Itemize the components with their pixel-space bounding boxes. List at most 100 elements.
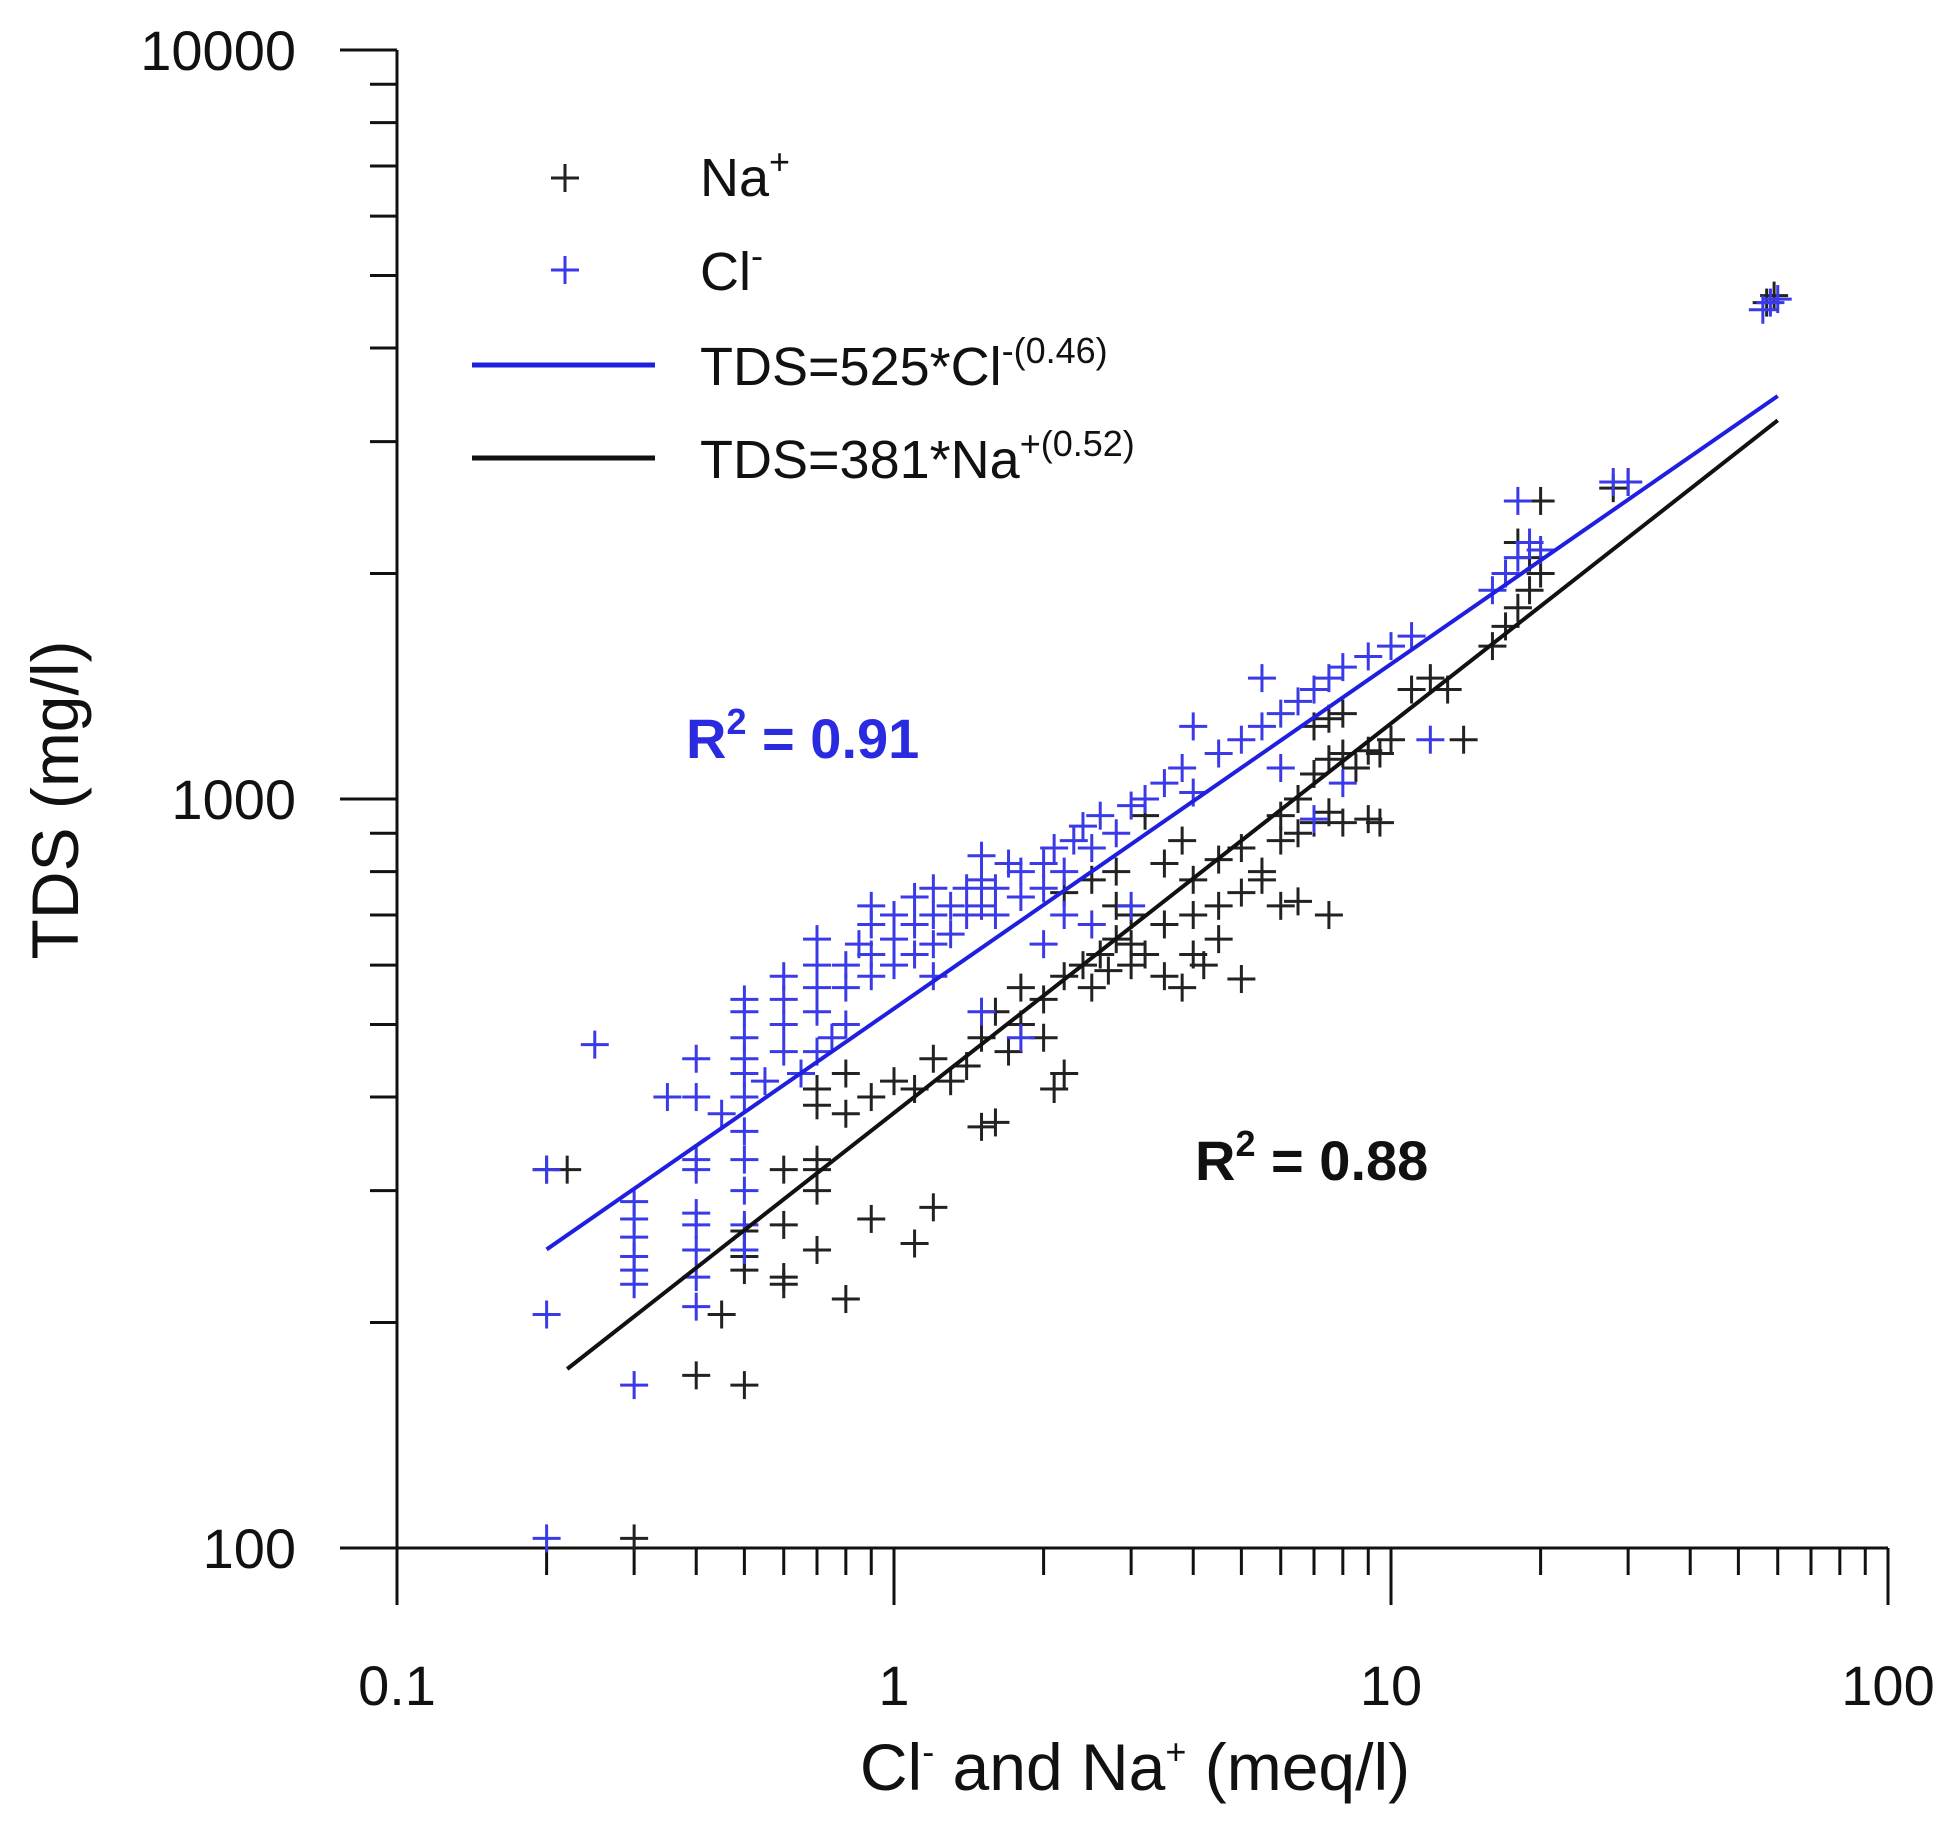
cl-point bbox=[919, 930, 948, 959]
na-point bbox=[1266, 891, 1295, 920]
na-point bbox=[769, 1263, 798, 1292]
cl-point bbox=[900, 940, 929, 969]
cl-point bbox=[769, 1037, 798, 1066]
cl-point bbox=[1227, 725, 1256, 754]
na-point bbox=[1416, 664, 1445, 693]
legend: Na+ Cl- TDS=525*Cl-(0.46) TDS=381*Na+(0.… bbox=[472, 141, 1135, 490]
cl-point bbox=[803, 997, 832, 1026]
cl-point bbox=[1503, 543, 1532, 572]
cl-point bbox=[1328, 653, 1357, 682]
cl-point bbox=[1266, 699, 1295, 728]
na-point bbox=[769, 1210, 798, 1239]
na-point bbox=[707, 1300, 736, 1329]
cl-point bbox=[880, 951, 908, 980]
cl-point bbox=[769, 1010, 798, 1039]
na-point bbox=[1168, 826, 1197, 855]
y-tick-label: 100 bbox=[203, 1517, 296, 1580]
cl-point bbox=[1247, 664, 1276, 693]
na-point bbox=[1503, 593, 1532, 622]
na-point bbox=[967, 1112, 996, 1141]
cl-point bbox=[1150, 769, 1179, 798]
cl-point bbox=[803, 925, 832, 954]
na-point bbox=[1050, 962, 1079, 991]
na-point bbox=[1029, 985, 1058, 1014]
na-point bbox=[919, 1193, 948, 1222]
na-point bbox=[831, 1099, 860, 1128]
na-point bbox=[1526, 559, 1555, 588]
cl-point bbox=[1102, 819, 1131, 848]
na-point bbox=[1168, 973, 1197, 1002]
na-point bbox=[1086, 940, 1115, 969]
cl-point bbox=[580, 1030, 609, 1059]
na-point bbox=[1150, 910, 1179, 939]
na-point bbox=[803, 1075, 832, 1104]
x-tick-label: 1 bbox=[878, 1654, 909, 1717]
na-point bbox=[1760, 281, 1789, 310]
cl-point bbox=[730, 1083, 759, 1112]
na-point bbox=[1247, 857, 1276, 886]
cl-point bbox=[1763, 285, 1792, 314]
cl-point bbox=[730, 985, 759, 1014]
cl-point bbox=[952, 874, 981, 903]
cl-point bbox=[1168, 753, 1197, 782]
na-point bbox=[769, 1155, 798, 1184]
cl-point bbox=[857, 891, 886, 920]
cl-point bbox=[994, 849, 1023, 878]
cl-point bbox=[1314, 664, 1343, 693]
na-point bbox=[1150, 849, 1179, 878]
cl-point bbox=[730, 1176, 759, 1205]
x-tick-label: 100 bbox=[1841, 1654, 1934, 1717]
cl-point bbox=[981, 874, 1010, 903]
na-point bbox=[1189, 951, 1218, 980]
legend-symbol-cl bbox=[551, 256, 579, 284]
na-point bbox=[1397, 675, 1426, 704]
y-tick-label: 10000 bbox=[140, 19, 296, 82]
na-point bbox=[803, 1145, 832, 1174]
na-point bbox=[1102, 857, 1131, 886]
na-point bbox=[1449, 725, 1478, 754]
cl-point bbox=[1416, 725, 1445, 754]
y-tick-label: 1000 bbox=[171, 768, 296, 831]
na-point bbox=[857, 1083, 886, 1112]
cl-point bbox=[682, 1044, 711, 1073]
series-cl-points bbox=[532, 285, 1792, 1553]
cl-point bbox=[857, 940, 886, 969]
cl-point bbox=[1300, 675, 1329, 704]
legend-label-na-fit: TDS=381*Na+(0.52) bbox=[700, 423, 1135, 490]
cl-point bbox=[1614, 467, 1643, 496]
cl-point bbox=[1756, 288, 1785, 317]
cl-point bbox=[682, 1292, 711, 1321]
cl-point bbox=[730, 1235, 759, 1264]
cl-point bbox=[1006, 882, 1035, 911]
na-point bbox=[1227, 878, 1256, 907]
na-point bbox=[1204, 925, 1233, 954]
cl-point bbox=[831, 951, 860, 980]
cl-point bbox=[653, 1083, 682, 1112]
cl-point bbox=[1515, 528, 1544, 557]
na-point bbox=[620, 1524, 649, 1553]
cl-point bbox=[730, 1023, 759, 1052]
na-point bbox=[1094, 956, 1123, 985]
cl-point bbox=[1077, 910, 1106, 939]
cl-point bbox=[981, 901, 1010, 930]
cl-point bbox=[1050, 857, 1079, 886]
cl-point bbox=[707, 1099, 736, 1128]
cl-point bbox=[730, 1117, 759, 1146]
na-point bbox=[1284, 819, 1313, 848]
na-point bbox=[831, 1059, 860, 1088]
x-tick-label: 10 bbox=[1360, 1654, 1422, 1717]
tick-labels: 0.1 1 10 100 100 1000 10000 bbox=[140, 19, 1934, 1717]
na-point bbox=[919, 1044, 948, 1073]
cl-point bbox=[1059, 826, 1088, 855]
na-point bbox=[857, 1204, 886, 1233]
cl-point bbox=[1247, 712, 1276, 741]
cl-point bbox=[1266, 753, 1295, 782]
na-point bbox=[1515, 576, 1544, 605]
cl-point bbox=[730, 1145, 759, 1174]
na-point bbox=[1227, 965, 1256, 994]
legend-marker-na bbox=[551, 164, 579, 192]
cl-point bbox=[682, 1145, 711, 1174]
cl-point bbox=[1354, 642, 1383, 671]
na-point bbox=[900, 1229, 929, 1258]
